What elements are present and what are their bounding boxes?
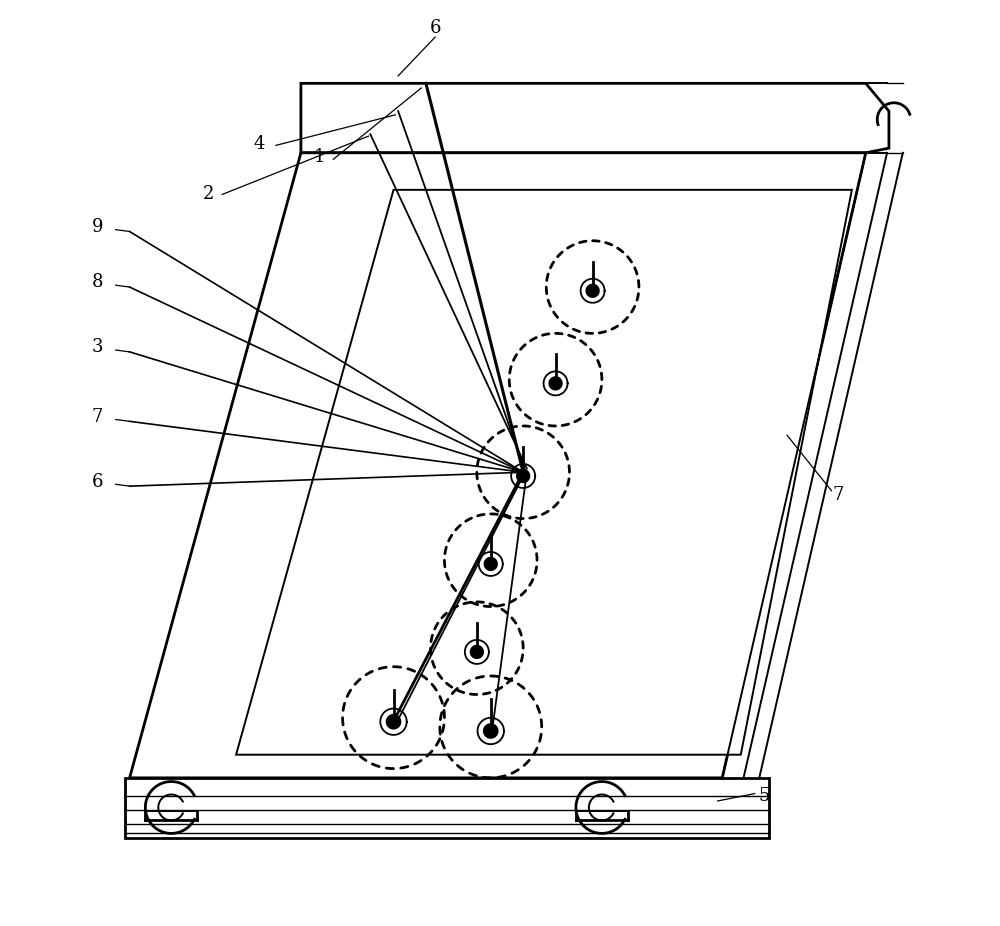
Polygon shape: [586, 284, 599, 297]
Text: 2: 2: [203, 185, 214, 204]
Text: 9: 9: [91, 218, 103, 236]
Polygon shape: [484, 557, 497, 570]
Text: 1: 1: [314, 148, 325, 167]
Text: 4: 4: [254, 134, 265, 153]
Polygon shape: [236, 190, 852, 755]
Polygon shape: [386, 715, 401, 729]
Polygon shape: [549, 377, 562, 390]
Polygon shape: [130, 153, 866, 778]
Polygon shape: [484, 724, 498, 738]
Text: 7: 7: [832, 486, 844, 505]
Text: 6: 6: [91, 472, 103, 491]
Text: 7: 7: [92, 407, 103, 426]
Text: 3: 3: [91, 338, 103, 357]
Polygon shape: [470, 645, 483, 658]
Polygon shape: [517, 469, 530, 482]
Polygon shape: [125, 778, 769, 838]
Text: 8: 8: [91, 273, 103, 292]
Text: 5: 5: [758, 787, 770, 806]
Text: 6: 6: [429, 19, 441, 37]
Polygon shape: [301, 83, 889, 153]
